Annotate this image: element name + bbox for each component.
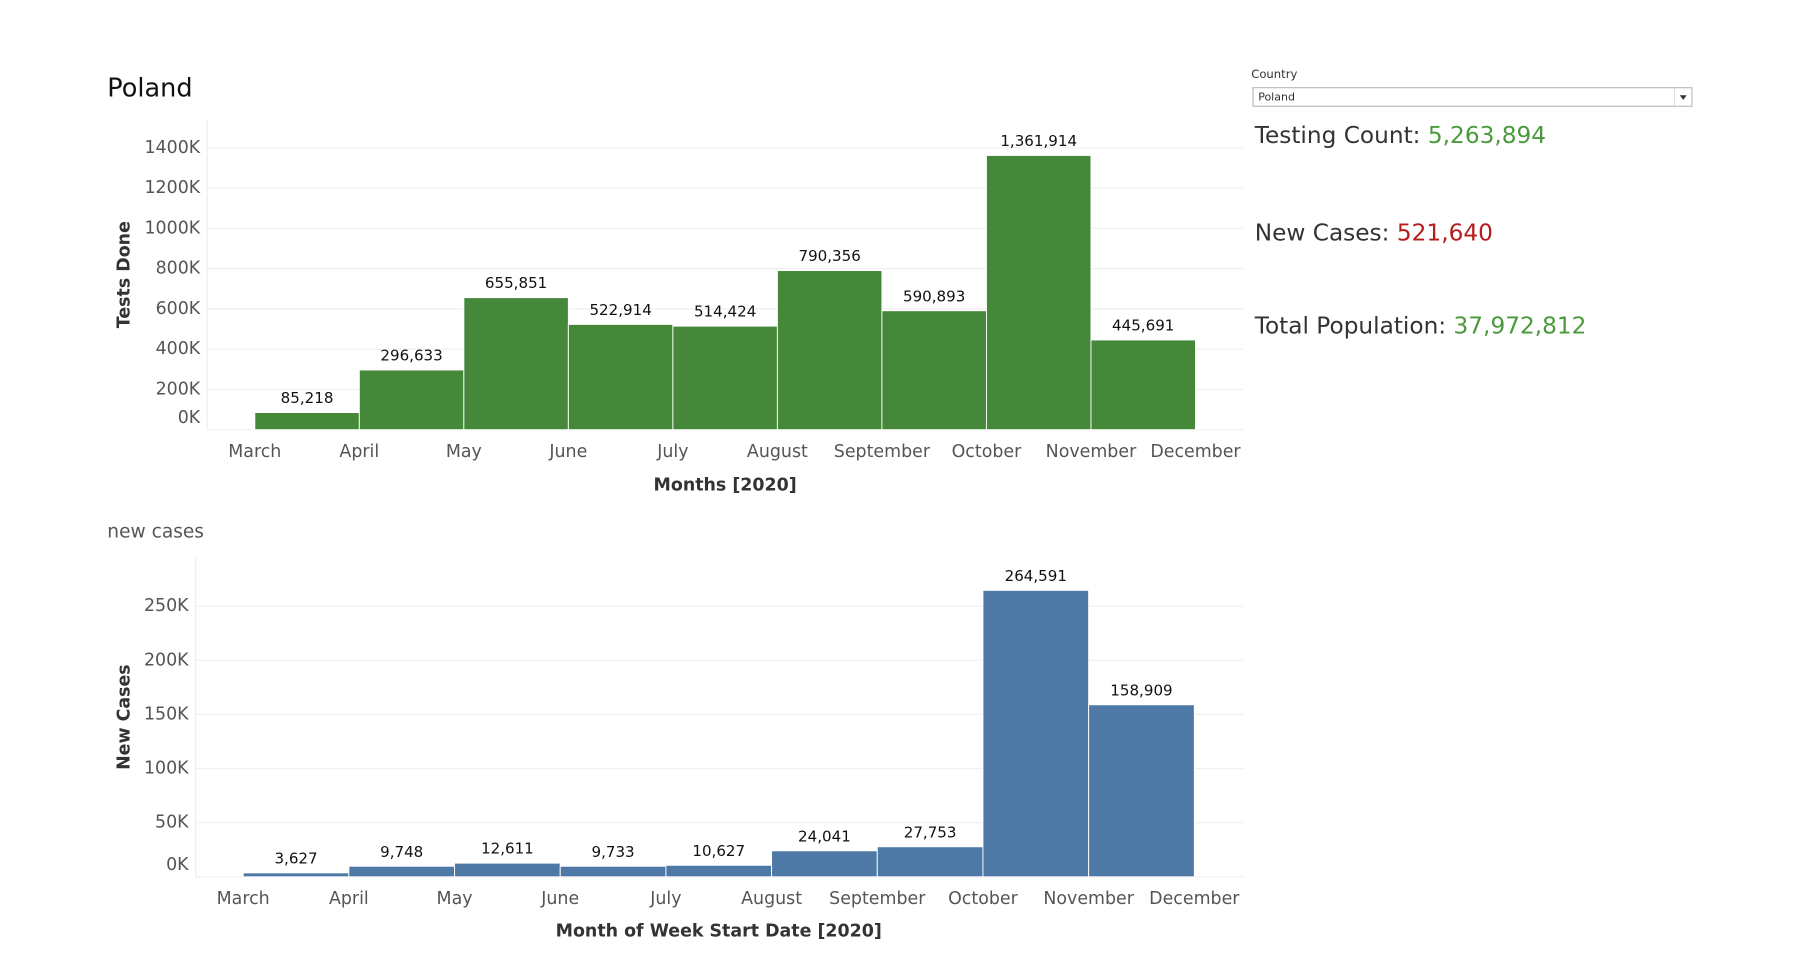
x-tick-label: August [741,889,802,909]
kpi-value: 37,972,812 [1454,312,1587,339]
y-tick-label: 100K [144,759,189,779]
data-label: 12,611 [481,840,534,858]
y-tick-label: 1000K [145,218,201,238]
data-label: 445,691 [1112,317,1174,335]
y-tick-label: 0K [166,855,189,875]
kpi-label: Testing Count: [1254,121,1421,148]
data-label: 790,356 [798,247,860,265]
x-tick-label: July [656,442,688,462]
bar [559,865,667,878]
x-tick-label: March [228,442,281,462]
data-label: 9,748 [380,843,423,861]
data-label: 10,627 [692,842,745,860]
kpi: Testing Count: 5,263,894 [1254,121,1546,148]
bar [776,270,883,431]
kpi-value: 521,640 [1397,219,1493,246]
bar [358,369,465,431]
bar [1090,339,1196,431]
y-tick-label: 800K [156,259,201,279]
y-axis-title: New Cases [115,664,135,770]
dropdown-value[interactable]: Poland [1258,91,1295,104]
bar [1088,704,1195,878]
x-tick-label: May [446,442,482,462]
chart-title: new cases [107,521,204,542]
x-tick-label: November [1046,442,1137,462]
bar [348,865,456,878]
y-axis-title: Tests Done [115,221,135,328]
x-tick-label: April [339,442,379,462]
data-label: 264,591 [1005,567,1067,585]
bar [454,862,561,878]
data-label: 24,041 [798,827,851,845]
filter-label: Country [1251,67,1297,81]
dropdown-arrow[interactable] [1679,95,1687,100]
x-tick-label: July [649,889,681,909]
bar [254,412,360,431]
y-tick-label: 250K [144,596,189,616]
bar [876,846,984,878]
data-label: 522,914 [589,301,651,319]
data-label: 296,633 [380,347,442,365]
x-tick-label: May [437,889,473,909]
dropdown-box[interactable] [1252,87,1693,107]
data-label: 9,733 [591,843,634,861]
x-tick-label: August [747,442,808,462]
data-label: 655,851 [485,274,547,292]
kpi: Total Population: 37,972,812 [1254,312,1587,339]
data-label: 85,218 [281,389,334,407]
bar [242,872,350,878]
bar [665,864,773,878]
x-tick-label: December [1149,889,1240,909]
x-tick-label: September [834,442,931,462]
bar [567,323,674,431]
country-dropdown[interactable]: Poland [1252,87,1693,107]
y-tick-label: 0K [178,408,201,428]
y-tick-label: 150K [144,704,189,724]
kpi-label: New Cases: [1255,219,1390,246]
y-tick-label: 1200K [145,178,201,198]
data-label: 590,893 [903,287,965,305]
chart-title: Poland [107,73,192,103]
x-tick-label: September [829,889,926,909]
kpi: New Cases: 521,640 [1255,219,1493,246]
x-tick-label: June [540,889,579,909]
data-label: 3,627 [274,849,317,867]
y-tick-label: 50K [155,813,189,833]
kpi-label: Total Population: [1254,312,1446,339]
x-axis-title: Month of Week Start Date [2020] [556,921,882,941]
bar [982,589,1090,878]
x-tick-label: June [548,442,587,462]
x-tick-label: October [948,889,1019,909]
bar [672,325,778,431]
x-tick-label: October [952,442,1023,462]
x-tick-label: November [1043,889,1134,909]
bar [771,850,878,878]
bar [463,297,569,431]
x-tick-label: March [217,889,270,909]
kpi-value: 5,263,894 [1428,121,1546,148]
x-tick-label: April [329,889,369,909]
y-tick-label: 400K [156,339,201,359]
x-axis-title: Months [2020] [654,475,797,495]
data-label: 514,424 [694,303,756,321]
data-label: 158,909 [1110,681,1172,699]
bar [985,155,1092,431]
y-tick-label: 200K [156,379,201,399]
data-label: 1,361,914 [1000,132,1077,150]
y-tick-label: 1400K [145,138,201,158]
data-label: 27,753 [904,823,957,841]
y-tick-label: 600K [156,299,201,319]
y-tick-label: 200K [144,650,189,670]
bar [881,310,987,431]
x-tick-label: December [1150,442,1241,462]
